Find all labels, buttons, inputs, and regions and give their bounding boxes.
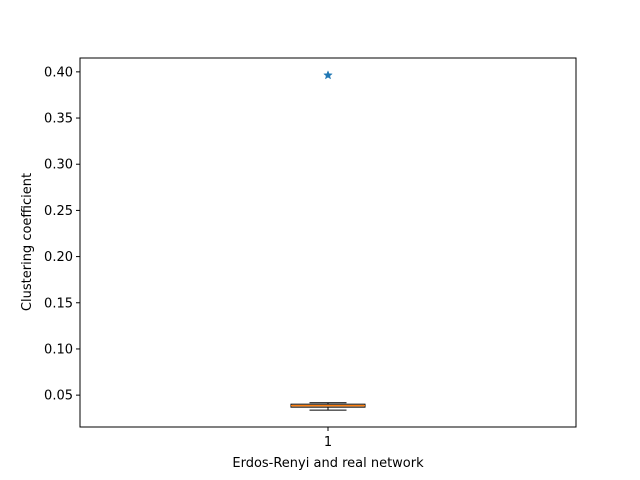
y-tick-label: 0.05 [44, 389, 73, 404]
x-axis: 1 [324, 427, 332, 450]
y-tick-label: 0.20 [44, 250, 73, 265]
y-tick-label: 0.10 [44, 342, 73, 357]
real-network-point [323, 70, 333, 80]
y-tick-label: 0.15 [44, 296, 73, 311]
x-axis-label: Erdos-Renyi and real network [232, 456, 424, 471]
y-axis: 0.05 0.10 0.15 0.20 0.25 0.30 0.35 0.40 [44, 65, 80, 404]
y-tick-label: 0.30 [44, 158, 73, 173]
y-tick-label: 0.35 [44, 112, 73, 127]
x-tick-label: 1 [324, 435, 332, 450]
plot-area [290, 70, 366, 411]
y-tick-label: 0.40 [44, 65, 73, 80]
y-axis-label: Clustering coefficient [20, 173, 35, 311]
y-tick-label: 0.25 [44, 204, 73, 219]
